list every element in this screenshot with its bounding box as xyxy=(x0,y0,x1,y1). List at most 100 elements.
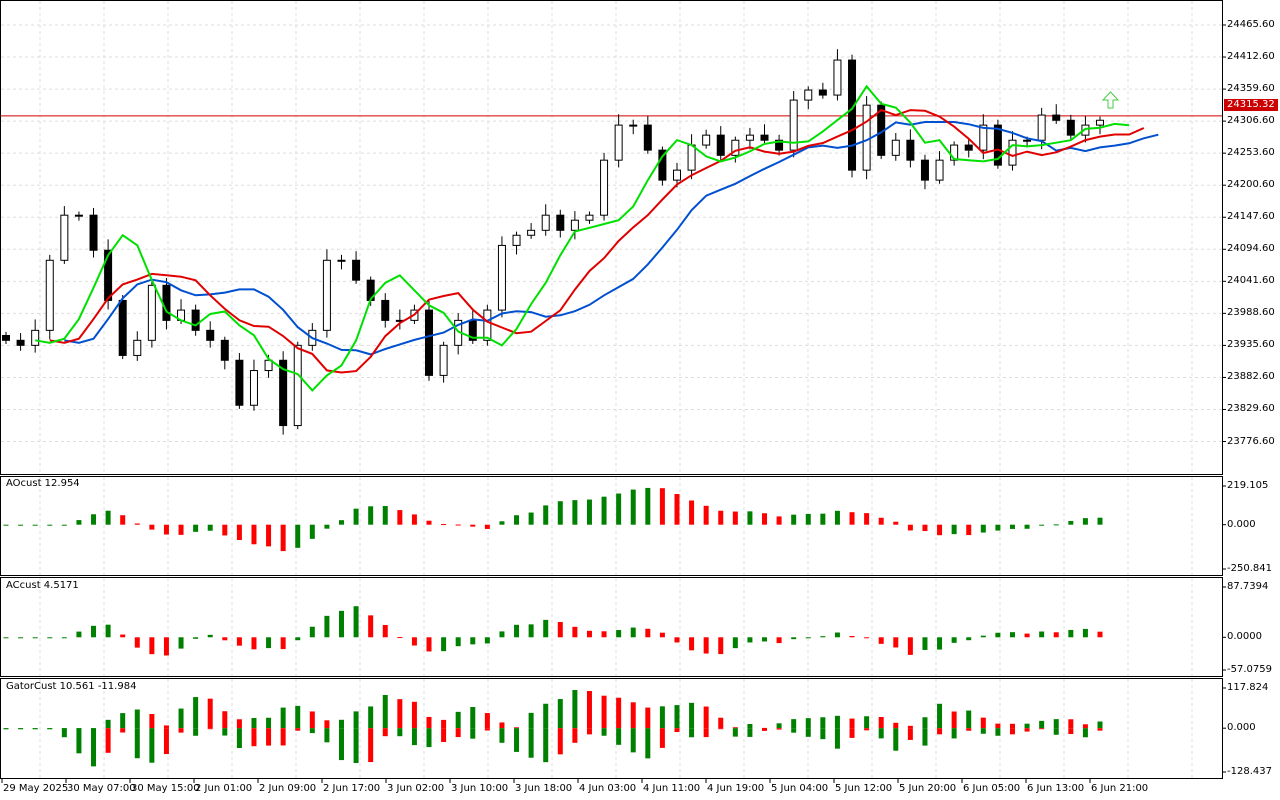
gator-up-bar xyxy=(1068,719,1074,729)
time-axis-label: 2 Jun 01:00 xyxy=(195,783,253,794)
gator-down-bar xyxy=(893,728,899,751)
time-axis-label: 4 Jun 03:00 xyxy=(579,783,637,794)
ao-bar xyxy=(1082,518,1088,525)
gator-down-bar xyxy=(834,728,840,749)
time-axis-label: 6 Jun 05:00 xyxy=(963,783,1021,794)
price-axis-label: 23882.60 xyxy=(1227,371,1275,383)
ma-fast-line xyxy=(35,84,1130,392)
ac-bar xyxy=(995,632,1001,638)
candle-body xyxy=(249,370,258,406)
gator-down-bar xyxy=(47,728,53,730)
gator-up-bar xyxy=(295,705,301,729)
price-axis-label: 24094.60 xyxy=(1227,243,1275,255)
candle-body xyxy=(206,329,215,341)
ao-bar xyxy=(543,505,549,525)
gator-down-bar xyxy=(762,728,768,731)
gator-up-bar xyxy=(674,705,680,729)
gator-down-bar xyxy=(732,728,738,737)
gator-down-bar xyxy=(266,728,272,746)
gator-up-bar xyxy=(645,707,651,729)
gator-down-bar xyxy=(18,728,24,730)
candle-body xyxy=(527,229,536,236)
ao-bar xyxy=(907,524,913,531)
candle-body xyxy=(848,59,857,171)
candle-body xyxy=(1066,119,1075,136)
ao-bar xyxy=(18,524,24,526)
candle-body xyxy=(716,134,725,156)
gator-down-bar xyxy=(995,728,1001,736)
accust-axis-label: -57.0759 xyxy=(1227,664,1272,675)
ac-bar xyxy=(980,635,986,638)
ac-bar xyxy=(616,630,622,638)
ao-bar xyxy=(1068,520,1074,525)
ao-bar xyxy=(805,513,811,525)
gator-down-bar xyxy=(601,728,607,736)
gator-up-bar xyxy=(659,706,665,729)
candle-body xyxy=(614,124,623,161)
ao-bar xyxy=(616,493,622,525)
candle-body xyxy=(118,299,127,356)
price-axis-label: 24306.60 xyxy=(1227,115,1275,127)
ac-bar xyxy=(178,637,184,649)
ao-bar xyxy=(878,517,884,525)
ac-bar xyxy=(251,637,257,650)
ac-bar xyxy=(732,637,738,649)
gator-down-bar xyxy=(1082,728,1088,738)
candle-body xyxy=(702,134,711,146)
gator-down-bar xyxy=(120,728,126,733)
ao-bar xyxy=(91,514,97,525)
gator-up-bar xyxy=(834,715,840,729)
ac-bar xyxy=(1068,629,1074,638)
gator-up-bar xyxy=(324,720,330,729)
gator-up-bar xyxy=(966,710,972,729)
candle-body xyxy=(570,219,579,231)
candle-body xyxy=(352,259,361,281)
candle-body xyxy=(220,339,229,361)
ac-bar xyxy=(689,637,695,651)
ao-bar xyxy=(193,524,199,532)
gator-up-bar xyxy=(309,711,315,729)
ac-bar xyxy=(411,637,417,646)
price-axis-label: 23776.60 xyxy=(1227,435,1275,447)
gator-up-bar xyxy=(411,701,417,729)
time-axis-label: 4 Jun 11:00 xyxy=(643,783,701,794)
ac-bar xyxy=(864,637,870,639)
ao-bar xyxy=(134,523,140,525)
buy-arrow-icon xyxy=(1101,91,1120,109)
ao-bar xyxy=(689,500,695,525)
ac-bar xyxy=(951,637,957,643)
candle-body xyxy=(950,144,959,161)
gator-down-bar xyxy=(1053,728,1059,735)
gator-up-bar xyxy=(616,697,622,729)
price-axis-label: 23829.60 xyxy=(1227,403,1275,415)
ao-bar xyxy=(674,493,680,525)
candle-body xyxy=(191,309,200,331)
ac-bar xyxy=(674,637,680,643)
gator-up-bar xyxy=(1039,720,1045,729)
time-axis-label: 30 May 07:00 xyxy=(67,783,136,794)
gator-down-bar xyxy=(543,728,549,763)
ac-bar xyxy=(368,615,374,638)
gator-down-bar xyxy=(776,728,782,730)
ao-bar xyxy=(163,524,169,535)
gator-down-bar xyxy=(1068,728,1074,735)
gator-up-bar xyxy=(732,727,738,729)
time-axis-label: 2 Jun 17:00 xyxy=(323,783,381,794)
ac-bar xyxy=(338,610,344,638)
gator-down-bar xyxy=(309,728,315,734)
ac-bar xyxy=(397,637,403,639)
ac-bar xyxy=(1039,631,1045,638)
gator-down-bar xyxy=(324,728,330,743)
gator-up-bar xyxy=(995,723,1001,729)
gator-up-bar xyxy=(266,717,272,729)
ao-bar xyxy=(557,501,563,525)
gator-down-bar xyxy=(1009,728,1015,735)
gator-down-bar xyxy=(849,728,855,738)
ao-bar xyxy=(484,524,490,529)
gator-up-bar xyxy=(703,706,709,729)
ao-bar xyxy=(149,524,155,530)
candle-body xyxy=(235,359,244,406)
price-axis-label: 24253.60 xyxy=(1227,147,1275,159)
gator-down-bar xyxy=(149,728,155,763)
